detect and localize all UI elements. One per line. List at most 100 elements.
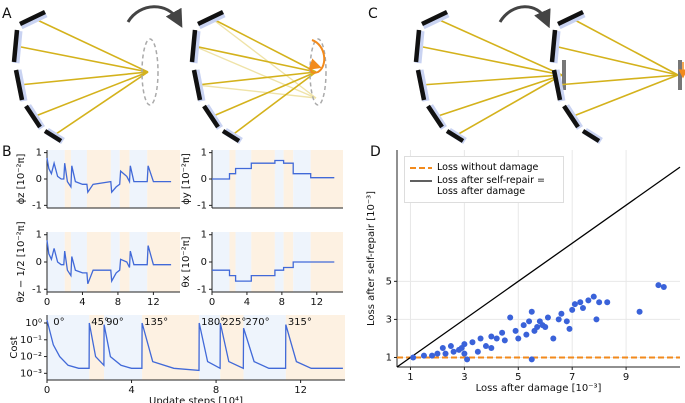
shade-band [220,315,244,380]
x-tick-label: 12 [294,385,307,396]
shade-band [47,150,65,208]
point [447,343,454,350]
diagram-c-after [552,12,685,141]
point [542,324,549,331]
point [523,331,530,338]
annotation: 270° [246,317,270,328]
shade-band [293,150,311,208]
shade-band [212,232,230,292]
point [563,318,570,325]
shade-band [47,232,65,292]
y-tick-label: 1 [36,148,42,159]
point [458,344,465,351]
point [469,339,476,346]
point [590,293,597,300]
shade-band [129,150,148,208]
y-axis-label: ϕy [10⁻²π] [181,153,192,205]
x-axis-label: Update steps [10⁴] [149,396,243,403]
y-axis-label: ϕz [10⁻²π] [16,153,27,204]
point [477,335,484,342]
point [429,352,436,359]
point [410,354,417,361]
shade-band [129,232,148,292]
point [499,329,506,336]
line [46,240,172,285]
shade-band [110,232,120,292]
x-tick-label: 4 [128,385,134,396]
y-axis-label: Loss after self-repair [10⁻³] [366,191,377,326]
y-tick-label: 10⁻² [20,352,42,363]
legend-entry: Loss without damage [410,162,558,173]
point [501,337,508,344]
x-tick-label: 0 [209,297,215,308]
line [212,159,335,180]
y-tick-label: -1 [32,200,42,211]
shade-band [251,150,275,208]
annotation: 315° [288,317,312,328]
point [660,284,667,291]
point [488,344,495,351]
x-tick-label: 3 [461,372,467,383]
x-tick-label: 4 [244,297,250,308]
y-tick-label: 0 [201,257,207,268]
x-tick-label: 8 [115,297,121,308]
x-tick-label: 7 [569,372,575,383]
point [482,343,489,350]
point [512,327,519,334]
shade-band [119,232,130,292]
y-tick-label: 0 [201,174,207,185]
x-tick-label: 8 [279,297,285,308]
point [450,348,457,355]
y-tick-label: 0 [36,257,42,268]
shade-band [70,150,87,208]
panel-label: D [370,144,381,160]
x-tick-label: 1 [407,372,413,383]
x-tick-label: 12 [310,297,323,308]
y-tick-label: 1 [386,352,392,363]
point [439,344,446,351]
shade-band [251,232,275,292]
y-tick-label: -1 [32,284,42,295]
point [571,301,578,308]
point [636,308,643,315]
annotation: 180° [201,317,225,328]
point [507,314,514,321]
point [596,299,603,306]
y-tick-label: 1 [36,230,42,241]
annotation: 0° [53,317,64,328]
point [493,335,500,342]
shade-band [283,150,294,208]
point [593,316,600,323]
point [442,350,449,357]
shade-band [64,232,71,292]
panel-label: A [2,6,12,22]
x-tick-label: 12 [147,297,160,308]
y-tick-label: 5 [386,276,392,287]
point [544,314,551,321]
y-tick-label: -1 [197,200,207,211]
arrow [498,5,551,29]
point [464,356,471,363]
shade-band [235,150,252,208]
point [528,356,535,363]
point [555,316,562,323]
point [604,299,611,306]
annotation: 135° [144,317,168,328]
point [488,333,495,340]
shade-band [310,150,343,208]
legend-swatch [410,167,432,169]
point [550,335,557,342]
point [579,304,586,311]
line [46,157,172,195]
diagram-a-after [192,12,327,141]
annotation: 45° [91,317,109,328]
shade-band [64,150,71,208]
panel-label: C [368,6,378,22]
legend-label: Loss after self-repair = Loss after dama… [437,175,545,197]
shade-band [283,232,294,292]
y-tick-label: 3 [386,314,392,325]
shade-band [235,232,252,292]
shade-band [243,315,286,380]
x-tick-label: 0 [44,385,50,396]
x-tick-label: 4 [79,297,85,308]
